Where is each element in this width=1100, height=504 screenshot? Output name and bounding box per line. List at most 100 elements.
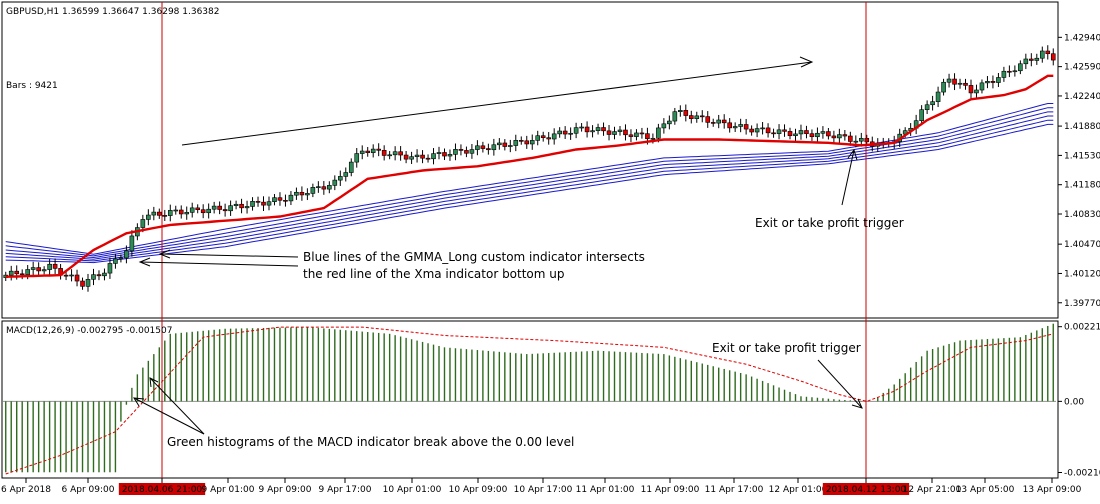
- candle-bull: [447, 154, 453, 157]
- candle-bull: [359, 150, 365, 154]
- macd-histogram: [3, 323, 1056, 473]
- price-y-tick-label: 1.40470: [1064, 240, 1100, 250]
- gmma-line-5: [5, 119, 1054, 262]
- candle-bull: [392, 151, 398, 156]
- candle-bear: [699, 115, 705, 118]
- x-tick-label: 11 Apr 09:00: [641, 485, 700, 495]
- candle-bear: [222, 209, 228, 212]
- candle-bull: [124, 250, 129, 259]
- candle-bear: [809, 133, 815, 138]
- candle-bear: [968, 85, 974, 94]
- candle-bull: [47, 263, 52, 270]
- candle-bear: [628, 134, 634, 137]
- candle-bull: [859, 138, 864, 142]
- candle-bear: [261, 201, 266, 206]
- candle-bear: [162, 215, 168, 217]
- candle-bear: [831, 135, 837, 139]
- exit-macd-arrow: [817, 359, 863, 409]
- candle-bull: [113, 258, 118, 264]
- candle-bull: [107, 263, 113, 274]
- candle-bull: [551, 133, 557, 140]
- candle-bear: [546, 137, 551, 140]
- x-tick-label: 13 Apr 09:00: [1023, 485, 1082, 495]
- x-tick-label: 11 Apr 17:00: [705, 485, 764, 495]
- candle-bull: [694, 115, 700, 119]
- price-y-tick-label: 1.42590: [1064, 63, 1100, 73]
- candle-bear: [376, 148, 381, 151]
- price-y-tick-label: 1.40830: [1064, 210, 1100, 220]
- candle-bear: [80, 280, 85, 287]
- candle-bear: [990, 81, 996, 83]
- candle-bear: [458, 149, 464, 151]
- candle-bull: [667, 120, 672, 125]
- candle-bull: [294, 191, 299, 196]
- x-tick-label-highlight-bg: [822, 483, 910, 495]
- x-axis-ticks: 6 Apr 2018 6 Apr 09:00 2018.04.06 21:00 9 A…: [1, 478, 1082, 495]
- candle-bull: [409, 156, 414, 160]
- candle-bear: [771, 132, 776, 135]
- candle-bull: [370, 148, 376, 153]
- candle-bull: [930, 101, 935, 106]
- candle-bull: [69, 274, 74, 277]
- macd-break-arrow-2: [149, 377, 205, 435]
- candle-bull: [30, 267, 36, 270]
- candle-bull: [535, 135, 541, 141]
- candle-bull: [1034, 57, 1040, 61]
- candle-bear: [963, 82, 968, 86]
- candle-bull: [1001, 70, 1007, 78]
- price-y-tick-label: 1.40120: [1064, 269, 1100, 279]
- annotation-arrows: [133, 56, 863, 435]
- macd-break-arrow-1: [133, 397, 205, 435]
- candle-bear: [584, 126, 590, 133]
- x-tick-label: 6 Apr 09:00: [62, 485, 115, 495]
- gmma-line-2: [5, 107, 1054, 257]
- candle-bear: [749, 128, 754, 133]
- candle-bear: [848, 135, 853, 142]
- price-y-tick-label: 1.41530: [1064, 151, 1100, 161]
- candle-bear: [200, 209, 206, 214]
- macd-signal-line: [5, 326, 1054, 475]
- x-tick-label: 12 Apr 21:00: [903, 485, 962, 495]
- candle-bear: [842, 134, 848, 137]
- candle-bear: [1007, 70, 1012, 73]
- candle-bull: [924, 104, 930, 110]
- candle-bear: [683, 110, 689, 116]
- gmma-cross-arrowhead-2: [138, 257, 151, 267]
- candle-bear: [705, 116, 711, 123]
- candle-bear: [283, 199, 288, 202]
- gmma-line-3: [5, 111, 1054, 259]
- candle-bull: [431, 153, 436, 160]
- candle-bull: [754, 128, 760, 133]
- candle-bull: [568, 132, 573, 135]
- candle-bull: [595, 127, 601, 131]
- candles: [3, 45, 1056, 292]
- exit-top-arrow: [841, 149, 855, 206]
- exit-macd-arrowhead: [851, 398, 863, 409]
- candle-bear: [645, 133, 650, 140]
- price-panel-frame: [1, 1, 1059, 319]
- price-y-tick-label: 1.41180: [1064, 181, 1100, 191]
- candle-bull: [316, 186, 321, 188]
- candle-bear: [239, 203, 244, 209]
- candle-bull: [661, 123, 667, 129]
- candle-bear: [365, 150, 371, 153]
- candle-bear: [52, 263, 58, 269]
- macd-panel-frame: [1, 320, 1059, 479]
- candle-bear: [540, 135, 546, 138]
- macd-break-arrowhead-1: [133, 397, 145, 407]
- candle-bull: [776, 129, 782, 134]
- candle-bull: [513, 140, 519, 146]
- candle-bull: [1018, 63, 1023, 72]
- candle-bull: [233, 203, 239, 206]
- candle-bull: [979, 82, 985, 91]
- candle-bull: [250, 201, 255, 207]
- candle-bull: [129, 235, 135, 252]
- candle-bull: [146, 214, 151, 220]
- candle-bull: [935, 91, 941, 102]
- candle-bull: [173, 209, 179, 212]
- x-tick-label: 9 Apr 09:00: [259, 485, 312, 495]
- candle-bull: [798, 130, 804, 135]
- x-tick-label: 9 Apr 01:00: [202, 485, 255, 495]
- exit-top-arrowhead: [847, 148, 858, 161]
- chart-header: GBPUSD,H1 1.36599 1.36647 1.36298 1.3638…: [6, 7, 219, 17]
